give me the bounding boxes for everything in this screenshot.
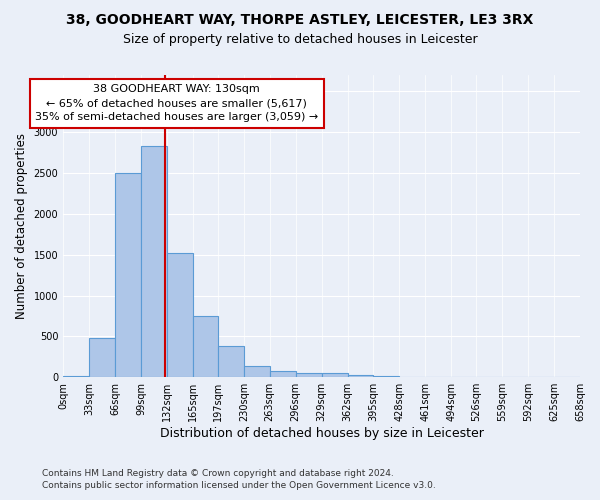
Text: Size of property relative to detached houses in Leicester: Size of property relative to detached ho… [122,32,478,46]
Bar [244,366,270,377]
Bar [347,375,373,377]
Bar [296,373,322,377]
Text: 38, GOODHEART WAY, THORPE ASTLEY, LEICESTER, LE3 3RX: 38, GOODHEART WAY, THORPE ASTLEY, LEICES… [67,12,533,26]
Bar [218,346,244,377]
Text: Contains HM Land Registry data © Crown copyright and database right 2024.: Contains HM Land Registry data © Crown c… [42,468,394,477]
Bar [141,146,167,377]
Text: Contains public sector information licensed under the Open Government Licence v3: Contains public sector information licen… [42,481,436,490]
Y-axis label: Number of detached properties: Number of detached properties [15,133,28,319]
Bar [89,338,115,377]
Bar [63,376,89,377]
Bar [322,372,347,377]
Bar [193,316,218,377]
Bar [270,372,296,377]
X-axis label: Distribution of detached houses by size in Leicester: Distribution of detached houses by size … [160,427,484,440]
Bar [373,376,400,377]
Text: 38 GOODHEART WAY: 130sqm
← 65% of detached houses are smaller (5,617)
35% of sem: 38 GOODHEART WAY: 130sqm ← 65% of detach… [35,84,319,122]
Bar [115,173,141,377]
Bar [167,253,193,377]
